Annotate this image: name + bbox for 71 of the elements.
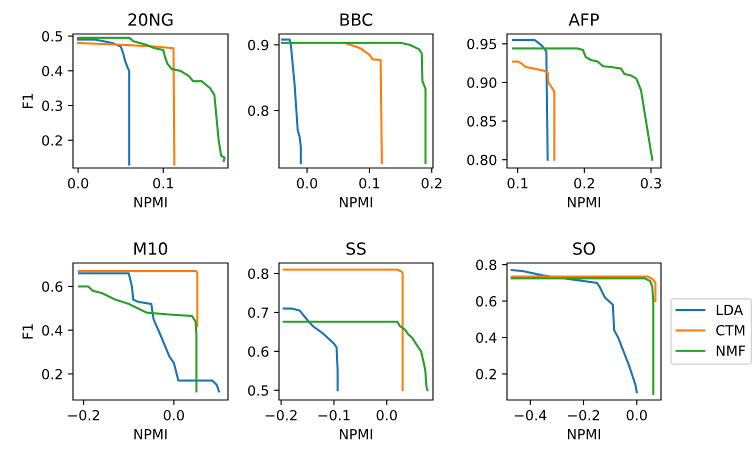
- chart-title: SS: [346, 242, 366, 255]
- y-tick-label: 0.6: [42, 281, 62, 292]
- y-tick-label: 0.9: [248, 40, 268, 50]
- x-tick-label: −0.4: [514, 410, 546, 420]
- x-axis-title: NPMI: [134, 197, 167, 208]
- x-tick-label: 0.0: [626, 410, 647, 420]
- chart-title: BBC: [340, 13, 372, 26]
- x-axis-title: NPMI: [568, 429, 600, 440]
- y-tick-label: 0.8: [476, 260, 496, 270]
- legend-label: NMF: [716, 346, 746, 356]
- line-series: [512, 38, 549, 161]
- x-tick-label: 0.2: [422, 178, 442, 188]
- x-tick-label: 0.3: [640, 178, 661, 188]
- y-tick-label: 0.5: [248, 385, 268, 396]
- line-series: [282, 268, 404, 392]
- line-series: [77, 36, 226, 162]
- x-tick-label: −0.2: [68, 410, 100, 420]
- line-series: [281, 38, 302, 164]
- y-tick-label: 0.80: [467, 154, 496, 166]
- line-series: [77, 38, 130, 166]
- x-tick-label: 0.1: [153, 178, 174, 188]
- y-tick-label: 0.8: [248, 105, 268, 116]
- y-tick-label: 0.2: [476, 368, 496, 380]
- x-tick-label: 0.0: [296, 178, 318, 188]
- y-tick-label: 0.4: [42, 66, 62, 76]
- y-axis-title: F1: [22, 324, 33, 339]
- y-axis-title: F1: [22, 94, 33, 108]
- y-tick-label: 0.6: [248, 346, 268, 357]
- x-tick-label: −0.2: [266, 410, 297, 420]
- line-series: [510, 277, 654, 396]
- line-series: [281, 42, 427, 164]
- x-tick-label: −0.1: [318, 410, 350, 420]
- y-tick-label: 0.4: [42, 325, 62, 336]
- y-tick-label: 0.3: [42, 100, 62, 111]
- x-tick-label: −0.2: [568, 410, 600, 420]
- line-series: [282, 307, 339, 392]
- x-axis-title: NPMI: [134, 429, 167, 440]
- y-tick-label: 0.6: [476, 296, 496, 307]
- x-tick-label: 0.2: [574, 178, 594, 188]
- chart-title: SO: [573, 242, 595, 255]
- y-tick-label: 0.90: [467, 77, 496, 88]
- line-series: [78, 272, 220, 393]
- legend-label: CTM: [716, 325, 744, 336]
- y-tick-label: 0.8: [248, 268, 268, 279]
- line-series: [512, 47, 654, 161]
- y-tick-label: 0.2: [42, 368, 62, 380]
- line-series: [282, 320, 428, 392]
- line-series: [510, 269, 638, 394]
- x-axis-title: NPMI: [568, 197, 600, 208]
- line-series: [78, 285, 198, 393]
- y-tick-label: 0.5: [42, 31, 62, 42]
- x-tick-label: 0.1: [359, 178, 380, 188]
- x-axis-title: NPMI: [340, 429, 372, 440]
- chart-title: M10: [134, 242, 168, 255]
- legend-label: LDA: [716, 304, 744, 315]
- y-tick-label: 0.2: [42, 135, 62, 146]
- x-tick-label: 0.1: [508, 178, 528, 188]
- chart-title: 20NG: [128, 13, 172, 26]
- line-series: [77, 42, 176, 166]
- x-tick-label: 0.0: [376, 410, 397, 420]
- x-axis-title: NPMI: [340, 197, 372, 208]
- line-series: [343, 42, 383, 164]
- x-tick-label: 0.0: [68, 178, 88, 188]
- line-series: [510, 275, 656, 302]
- chart-title: AFP: [568, 14, 599, 26]
- y-tick-label: 0.95: [467, 38, 496, 50]
- y-tick-label: 0.85: [467, 116, 496, 127]
- line-series: [512, 60, 556, 161]
- y-tick-label: 0.7: [248, 307, 268, 318]
- y-tick-label: 0.4: [476, 332, 496, 343]
- x-tick-label: 0.0: [164, 410, 184, 420]
